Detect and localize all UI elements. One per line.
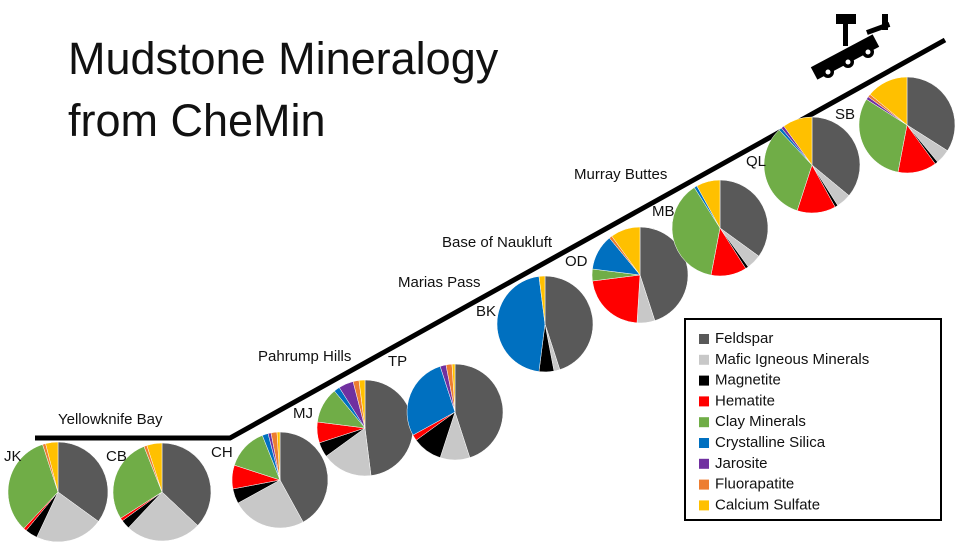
pie-label: SB bbox=[835, 106, 855, 123]
pie-label: JK bbox=[4, 448, 22, 465]
chart-title: from CheMin bbox=[68, 95, 326, 146]
legend-swatch bbox=[699, 438, 709, 448]
pie-slice bbox=[276, 431, 281, 481]
legend-swatch bbox=[699, 396, 709, 407]
legend-label: Fluorapatite bbox=[715, 476, 794, 493]
pie bbox=[112, 442, 212, 542]
pie-label: TP bbox=[388, 353, 407, 370]
legend-box bbox=[684, 318, 942, 521]
pie-slice bbox=[611, 226, 641, 276]
legend-label: Feldspar bbox=[715, 330, 773, 347]
legend-label: Clay Minerals bbox=[715, 413, 806, 430]
legend-swatch bbox=[699, 500, 709, 511]
annotation: Pahrump Hills bbox=[258, 348, 351, 365]
pie-slice bbox=[364, 379, 414, 476]
legend-label: Hematite bbox=[715, 392, 775, 409]
pie bbox=[316, 379, 414, 477]
pie-slice bbox=[869, 76, 908, 126]
legend-swatch bbox=[699, 479, 709, 490]
annotation: Base of Naukluft bbox=[442, 234, 553, 251]
chart-title: Mudstone Mineralogy bbox=[68, 33, 499, 84]
legend-label: Calcium Sulfate bbox=[715, 496, 820, 513]
pie-slice bbox=[451, 363, 456, 413]
legend-swatch bbox=[699, 375, 709, 386]
legend-label: Jarosite bbox=[715, 455, 768, 472]
legend-swatch bbox=[699, 417, 709, 428]
pie-slice bbox=[325, 427, 372, 477]
pie-slice bbox=[639, 226, 689, 321]
legend-swatch bbox=[699, 458, 709, 469]
pie-slice bbox=[45, 441, 59, 493]
pie-slice bbox=[161, 442, 212, 526]
pie bbox=[858, 76, 956, 174]
annotation: Marias Pass bbox=[398, 274, 481, 291]
pie bbox=[231, 431, 329, 529]
pie bbox=[671, 179, 769, 277]
pie-label: CH bbox=[211, 444, 233, 461]
annotation: Yellowknife Bay bbox=[58, 411, 163, 428]
pie bbox=[7, 441, 109, 543]
pie-slice bbox=[454, 363, 504, 458]
pie-slice bbox=[279, 431, 329, 523]
pie bbox=[406, 363, 504, 461]
pie-slice bbox=[592, 274, 641, 324]
pie-slice bbox=[811, 116, 861, 196]
pie-label: QL bbox=[746, 153, 766, 170]
pie-slice bbox=[544, 275, 594, 370]
pie-slice bbox=[358, 379, 366, 429]
pie bbox=[496, 275, 594, 373]
pie-slice bbox=[538, 275, 546, 325]
pie-slice bbox=[719, 179, 769, 257]
pie-slice bbox=[7, 444, 59, 529]
pie-label: BK bbox=[476, 303, 496, 320]
pie-slice bbox=[237, 479, 304, 529]
pie bbox=[763, 116, 861, 214]
pie-slice bbox=[496, 276, 546, 372]
pie-slice bbox=[128, 491, 199, 542]
traverse-line bbox=[35, 37, 947, 441]
pie-slice bbox=[696, 179, 721, 229]
pie-slice bbox=[57, 441, 109, 522]
legend-label: Mafic Igneous Minerals bbox=[715, 351, 869, 368]
legend-label: Magnetite bbox=[715, 372, 781, 389]
pie-label: CB bbox=[106, 448, 127, 465]
pie-slice bbox=[146, 442, 163, 493]
pie-slice bbox=[906, 76, 956, 152]
annotation: Murray Buttes bbox=[574, 166, 667, 183]
rover-icon bbox=[810, 14, 891, 80]
pie bbox=[591, 226, 689, 324]
pie-label: OD bbox=[565, 253, 588, 270]
pie-slice bbox=[763, 129, 813, 211]
pie-label: MJ bbox=[293, 405, 313, 422]
legend-label: Crystalline Silica bbox=[715, 434, 826, 451]
legend-swatch bbox=[699, 354, 709, 365]
pie-slice bbox=[112, 446, 163, 519]
legend-swatch bbox=[699, 334, 709, 344]
pie-label: MB bbox=[652, 203, 675, 220]
pie-slice bbox=[783, 116, 813, 166]
pie-slice bbox=[406, 366, 456, 436]
